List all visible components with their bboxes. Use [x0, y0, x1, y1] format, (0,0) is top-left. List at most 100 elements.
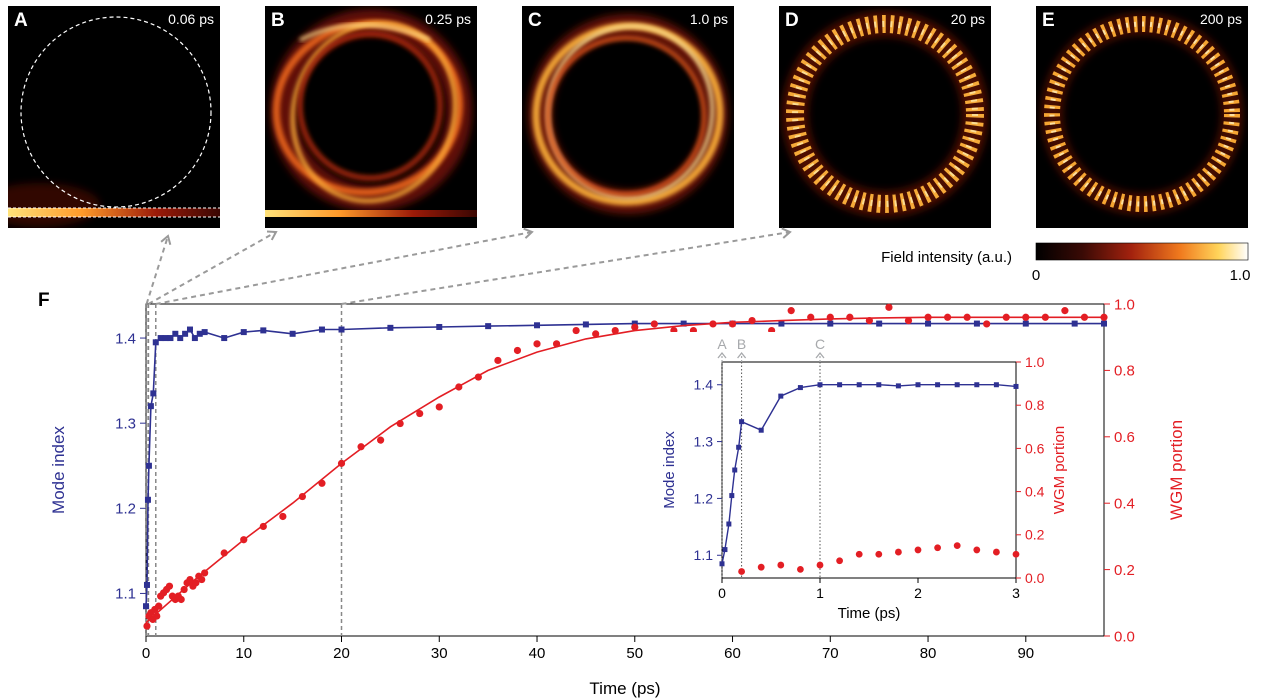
wgm-portion-point	[435, 403, 443, 411]
wgm-portion-point	[155, 602, 163, 610]
time-marker-label: B	[737, 336, 746, 352]
wgm-portion-point	[748, 317, 756, 325]
mode-index-point	[582, 321, 589, 328]
mode-index-point	[954, 382, 960, 388]
plot-frame	[721, 361, 1017, 579]
wgm-portion-point	[895, 548, 902, 556]
mode-index-point	[436, 323, 443, 330]
panel-connector-arrowhead	[523, 227, 534, 239]
panel-c: C 1.0 ps	[522, 6, 734, 228]
waveguide-field	[8, 208, 220, 217]
wgm-portion-point	[855, 550, 863, 558]
wgm-portion-point	[592, 330, 600, 338]
y-right-tick-label: 0.6	[1114, 429, 1135, 446]
mode-index-point	[1071, 320, 1078, 327]
y-left-tick-label: 1.3	[694, 433, 714, 449]
panel-connector-line	[341, 231, 791, 305]
colorbar-gradient	[1035, 242, 1249, 261]
y-left-axis-label: Mode index	[661, 431, 678, 509]
resonator-outline	[20, 16, 212, 208]
mode-index-point	[1101, 320, 1107, 327]
ring-mode-3	[297, 31, 443, 181]
wgm-portion-point	[533, 340, 541, 348]
panel-connector-arrowhead	[266, 230, 278, 241]
wgm-portion-point	[143, 622, 151, 630]
ring-mode-fringes-core	[792, 21, 978, 207]
x-tick-label: 0	[142, 645, 150, 662]
wgm-portion-point	[934, 544, 941, 552]
mode-index-point	[196, 330, 203, 337]
wgm-portion-point	[177, 595, 185, 604]
wgm-portion-point	[416, 409, 424, 418]
mode-index-point	[1013, 383, 1019, 389]
mode-index-point	[925, 320, 932, 327]
y-right-tick-label: 0.8	[1114, 363, 1135, 380]
y-right-tick-label: 1.0	[1114, 296, 1135, 313]
mode-index-point	[172, 330, 179, 337]
wgm-portion-point	[513, 346, 522, 355]
x-tick-label: 70	[822, 645, 839, 662]
panel-b: B 0.25 ps	[265, 6, 477, 228]
mode-index-point	[182, 330, 189, 337]
x-tick-label: 50	[626, 645, 643, 662]
wgm-portion-point	[885, 303, 893, 311]
mode-index-point	[144, 496, 151, 503]
y-left-tick-label: 1.3	[115, 415, 136, 432]
mode-index-point	[876, 320, 883, 327]
wgm-portion-point	[953, 542, 961, 549]
x-tick-label: 80	[920, 645, 937, 662]
y-right-tick-label: 1.0	[1025, 354, 1045, 370]
panel-a-time: 0.06 ps	[168, 11, 214, 27]
panel-d-letter: D	[785, 10, 799, 31]
panel-f-letter: F	[38, 290, 50, 311]
mode-index-point	[177, 335, 184, 342]
mode-index-point	[758, 427, 764, 433]
waveguide-field	[265, 210, 477, 217]
mode-index-point	[387, 324, 394, 331]
mode-index-point	[778, 393, 784, 399]
colorbar-label: Field intensity (a.u.)	[881, 249, 1012, 266]
main-chart: 0 10 20 30 40 50 60 70 80 901.11.21.31.40.00.20.4…	[49, 296, 1186, 698]
wgm-portion-point	[650, 320, 658, 328]
y-left-tick-label: 1.4	[694, 377, 714, 393]
x-tick-label: 20	[333, 645, 350, 662]
y-right-axis-label: WGM portion	[1051, 426, 1068, 514]
y-right-tick-label: 0.2	[1114, 562, 1135, 579]
wgm-portion-point	[611, 326, 619, 335]
x-axis-label: Time (ps)	[589, 679, 660, 698]
y-left-tick-label: 1.2	[115, 501, 136, 518]
wgm-portion-point	[875, 550, 883, 558]
wgm-portion-point	[787, 307, 795, 315]
wgm-portion-point	[993, 548, 1000, 556]
mode-index-point	[147, 403, 154, 410]
wgm-portion-point	[279, 512, 287, 521]
wgm-portion-point	[973, 546, 981, 554]
mode-index-point	[143, 603, 149, 610]
wgm-portion-point	[631, 323, 639, 331]
panel-a-letter: A	[14, 10, 28, 31]
mode-index-point	[797, 385, 803, 391]
wgm-portion-point	[797, 565, 804, 573]
ring-mode-2	[290, 20, 458, 204]
x-tick-label: 3	[1012, 585, 1020, 601]
panel-d: D 20 ps	[779, 6, 991, 228]
mode-index-point	[191, 335, 198, 342]
panel-connectors	[145, 227, 792, 305]
mode-index-point	[152, 339, 159, 346]
mode-index-point	[726, 521, 732, 527]
mode-index-point	[260, 327, 267, 334]
mode-index-point	[736, 444, 742, 450]
wgm-portion-fit-line	[145, 316, 1104, 624]
mode-index-point	[289, 330, 296, 337]
panel-e: E 200 ps	[1036, 6, 1248, 228]
wgm-portion-point	[1061, 307, 1069, 315]
x-tick-label: 30	[431, 645, 448, 662]
y-right-tick-label: 0.0	[1114, 628, 1135, 645]
y-right-tick-label: 0.2	[1025, 527, 1045, 543]
mode-index-point	[162, 335, 169, 342]
mode-index-point	[719, 561, 725, 567]
panel-c-letter: C	[528, 10, 542, 31]
time-marker-label: C	[815, 336, 825, 352]
mode-index-point	[993, 382, 999, 388]
